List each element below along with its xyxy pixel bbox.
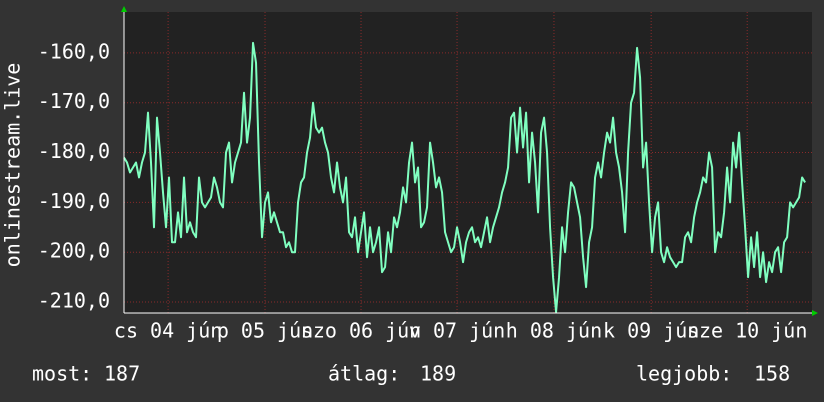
x-tick-label: k 09 jún [603, 319, 699, 343]
stat-label: átlag: [328, 362, 400, 386]
y-tick-label: -160,0 [38, 39, 110, 63]
y-axis-title: onlinestream.live [1, 63, 25, 268]
x-tick-label: cs 04 jún [114, 319, 222, 343]
x-tick-label: szo 06 jún [301, 319, 421, 343]
grid [124, 12, 812, 313]
labels: -210,0 -200,0 -190,0 -180,0 -170,0 -160,0 cs 0… [38, 39, 808, 342]
stat-label: most: [32, 362, 92, 386]
y-arrow [121, 6, 127, 12]
x-tick-label: h 08 jún [506, 319, 602, 343]
y-tick-label: -190,0 [38, 189, 110, 213]
y-tick-label: -180,0 [38, 139, 110, 163]
stat-value: 158 [754, 362, 790, 386]
data-line [123, 41, 806, 313]
x-tick-label: p 05 jún [217, 319, 313, 343]
y-tick-label: -210,0 [38, 289, 110, 313]
plot [123, 41, 806, 313]
y-tick-label: -200,0 [38, 239, 110, 263]
x-arrow [812, 310, 818, 316]
stat-label: legjobb: [636, 362, 732, 386]
stat-value: 189 [420, 362, 456, 386]
y-tick-label: -170,0 [38, 89, 110, 113]
x-tick-label: v 07 jún [409, 319, 505, 343]
plot-area [124, 12, 812, 313]
stat-value: 187 [104, 362, 140, 386]
x-tick-label: sze 10 jún [687, 319, 807, 343]
